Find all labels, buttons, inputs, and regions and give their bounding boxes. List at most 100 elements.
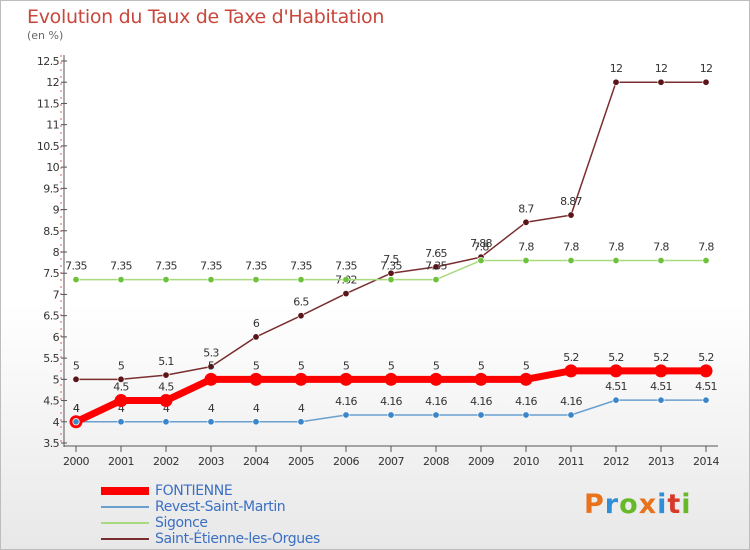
data-label: 4 bbox=[73, 402, 80, 415]
data-label: 7.35 bbox=[65, 260, 87, 273]
data-point bbox=[567, 211, 575, 219]
data-point bbox=[159, 394, 173, 408]
legend-label: Revest-Saint-Martin bbox=[155, 499, 286, 515]
data-label: 4.16 bbox=[380, 395, 402, 408]
x-tick-label: 2007 bbox=[378, 455, 404, 468]
legend-label: Sigonce bbox=[155, 515, 208, 531]
logo-letter: i bbox=[657, 489, 668, 520]
y-tick-label: 9 bbox=[53, 204, 60, 217]
data-point bbox=[609, 364, 623, 378]
data-point bbox=[702, 256, 710, 264]
data-point bbox=[387, 411, 395, 419]
data-point bbox=[249, 372, 263, 386]
data-label: 5 bbox=[388, 359, 395, 372]
data-point bbox=[204, 372, 218, 386]
data-point bbox=[429, 372, 443, 386]
data-label: 5.2 bbox=[563, 351, 578, 364]
data-label: 12 bbox=[700, 62, 713, 75]
y-tick-label: 5 bbox=[53, 373, 60, 386]
legend-swatch bbox=[101, 506, 149, 508]
data-label: 5.2 bbox=[608, 351, 623, 364]
y-tick-label: 5.5 bbox=[43, 352, 59, 365]
data-point bbox=[567, 256, 575, 264]
series-line-0 bbox=[76, 81, 706, 381]
data-point bbox=[432, 263, 440, 271]
data-label: 7.35 bbox=[290, 260, 312, 273]
data-point bbox=[342, 290, 350, 298]
data-label: 7.88 bbox=[470, 237, 492, 250]
y-tick-label: 6 bbox=[53, 331, 60, 344]
data-label: 5 bbox=[253, 359, 260, 372]
data-point bbox=[252, 418, 260, 426]
data-point bbox=[294, 372, 308, 386]
data-point bbox=[162, 418, 170, 426]
y-tick-label: 8.5 bbox=[43, 225, 59, 238]
data-label: 5 bbox=[298, 359, 305, 372]
data-point bbox=[432, 276, 440, 284]
data-point bbox=[564, 364, 578, 378]
data-label: 5.2 bbox=[653, 351, 668, 364]
data-point bbox=[612, 78, 620, 86]
data-label: 7.8 bbox=[518, 240, 534, 253]
data-label: 4 bbox=[118, 402, 125, 415]
data-point bbox=[297, 312, 305, 320]
data-label: 7.35 bbox=[335, 260, 357, 273]
data-label: 7.5 bbox=[383, 253, 399, 266]
y-tick-label: 7 bbox=[53, 288, 60, 301]
legend-item: Saint-Étienne-les-Orgues bbox=[101, 531, 320, 547]
data-point bbox=[567, 411, 575, 419]
legend-label: Saint-Étienne-les-Orgues bbox=[155, 531, 320, 547]
data-point bbox=[654, 364, 668, 378]
data-point bbox=[477, 256, 485, 264]
data-label: 5.1 bbox=[158, 355, 173, 368]
data-label: 7.35 bbox=[200, 260, 222, 273]
x-tick-label: 2014 bbox=[693, 455, 719, 468]
data-point bbox=[162, 371, 170, 379]
data-point bbox=[702, 78, 710, 86]
y-tick-label: 12.5 bbox=[37, 55, 60, 68]
y-tick-label: 12 bbox=[46, 76, 59, 89]
data-label: 7.8 bbox=[653, 240, 669, 253]
data-label: 12 bbox=[610, 62, 623, 75]
data-label: 4.5 bbox=[113, 381, 129, 394]
data-point bbox=[432, 411, 440, 419]
data-label: 7.8 bbox=[473, 240, 489, 253]
data-point bbox=[207, 363, 215, 371]
data-point bbox=[207, 418, 215, 426]
proxiti-logo: Proxiti bbox=[584, 489, 692, 520]
x-tick-label: 2009 bbox=[468, 455, 494, 468]
y-tick-label: 11.5 bbox=[37, 97, 60, 110]
x-tick-label: 2011 bbox=[558, 455, 584, 468]
data-point bbox=[252, 276, 260, 284]
data-label: 7.8 bbox=[698, 240, 714, 253]
data-point bbox=[297, 276, 305, 284]
data-label: 7.35 bbox=[245, 260, 267, 273]
x-tick-label: 2002 bbox=[153, 455, 179, 468]
x-tick-label: 2003 bbox=[198, 455, 224, 468]
data-point bbox=[117, 418, 125, 426]
y-tick-label: 10.5 bbox=[37, 140, 60, 153]
x-tick-label: 2013 bbox=[648, 455, 674, 468]
data-label: 4 bbox=[73, 402, 80, 415]
data-point bbox=[117, 375, 125, 383]
data-point bbox=[252, 333, 260, 341]
logo-letter: x bbox=[638, 489, 658, 520]
data-point bbox=[387, 276, 395, 284]
logo-letter: i bbox=[681, 489, 692, 520]
data-point bbox=[72, 375, 80, 383]
data-label: 6.5 bbox=[293, 296, 309, 309]
data-point bbox=[519, 372, 533, 386]
data-label: 4 bbox=[253, 402, 260, 415]
data-point bbox=[117, 276, 125, 284]
data-point bbox=[384, 372, 398, 386]
y-tick-label: 11 bbox=[46, 119, 59, 132]
data-label: 5.3 bbox=[203, 347, 219, 360]
data-label: 12 bbox=[655, 62, 668, 75]
data-point bbox=[477, 411, 485, 419]
data-label: 4.5 bbox=[158, 381, 174, 394]
logo-letter: P bbox=[584, 489, 605, 520]
data-label: 5 bbox=[208, 359, 215, 372]
x-tick-label: 2004 bbox=[243, 455, 269, 468]
